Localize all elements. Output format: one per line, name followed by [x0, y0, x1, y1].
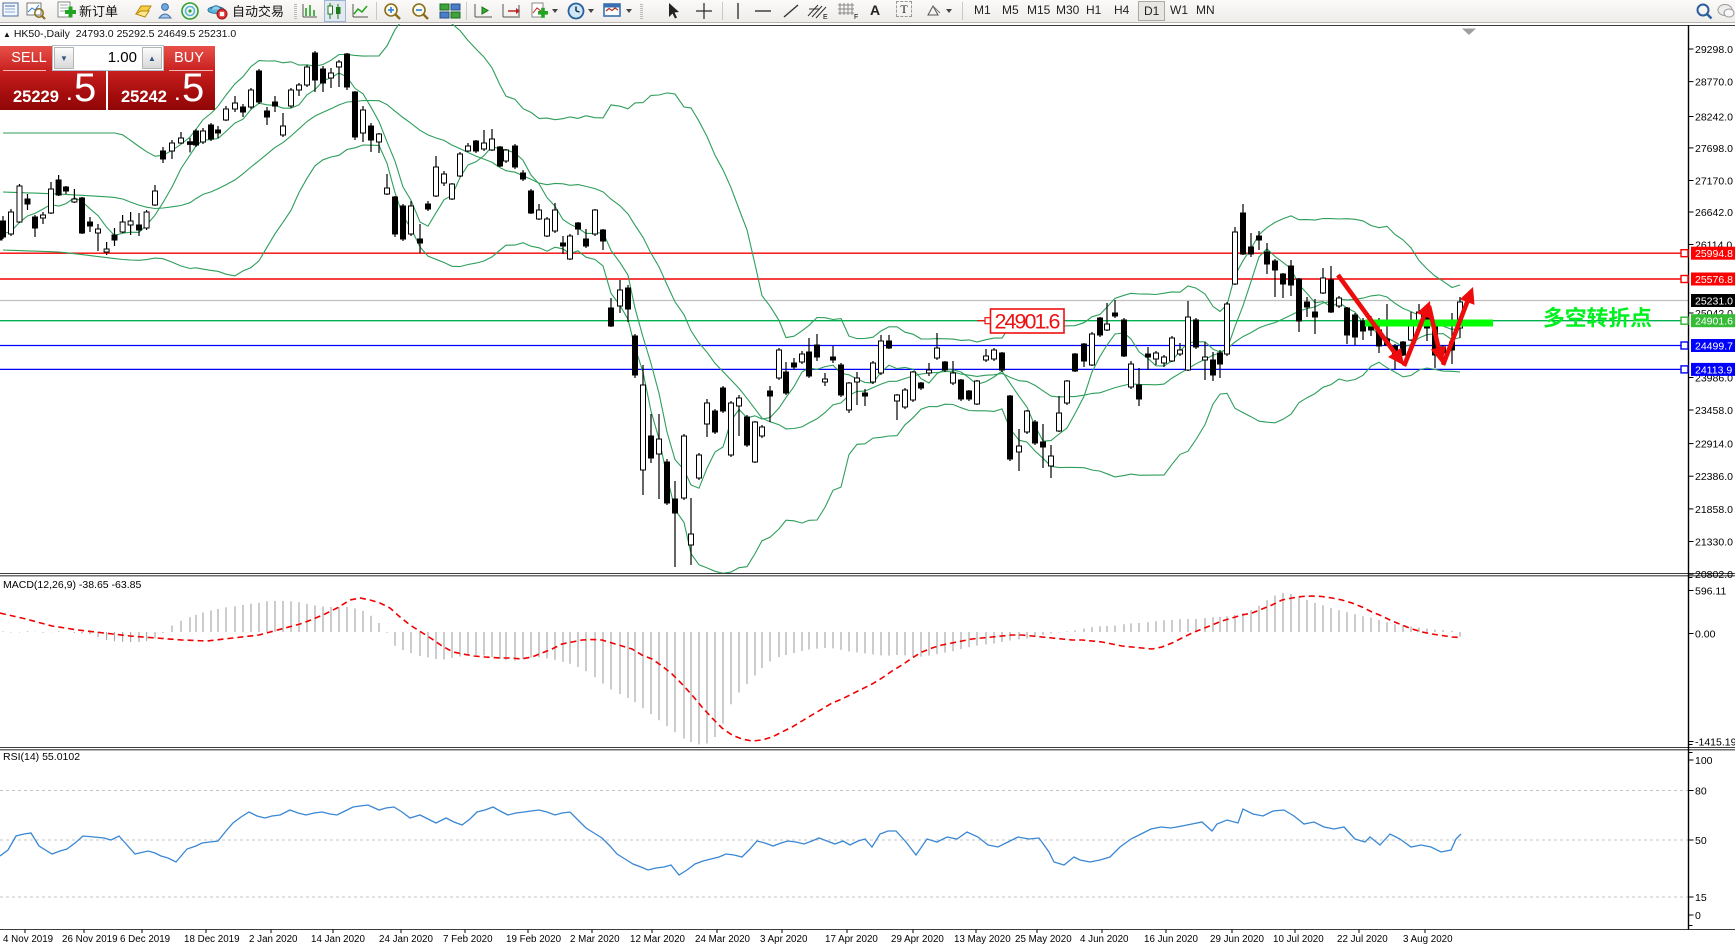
svg-text:4 Jun 2020: 4 Jun 2020	[1080, 934, 1129, 945]
svg-text:17 Apr 2020: 17 Apr 2020	[825, 934, 878, 945]
svg-text:E: E	[823, 14, 828, 21]
svg-text:21858.0: 21858.0	[1695, 504, 1733, 516]
svg-text:29 Jun 2020: 29 Jun 2020	[1210, 934, 1264, 945]
svg-text:24901.6: 24901.6	[1695, 316, 1733, 328]
svg-text:6 Dec 2019: 6 Dec 2019	[120, 934, 170, 945]
svg-text:0.00: 0.00	[1695, 629, 1716, 641]
svg-text:596.11: 596.11	[1695, 586, 1726, 598]
svg-text:29 Apr 2020: 29 Apr 2020	[891, 934, 944, 945]
svg-text:24901.6: 24901.6	[995, 310, 1061, 334]
svg-text:27698.0: 27698.0	[1695, 143, 1733, 155]
svg-text:14 Jan 2020: 14 Jan 2020	[311, 934, 365, 945]
svg-text:22914.0: 22914.0	[1695, 439, 1733, 451]
svg-text:22 Jul 2020: 22 Jul 2020	[1337, 934, 1388, 945]
svg-text:25 May 2020: 25 May 2020	[1015, 934, 1072, 945]
svg-text:25231.0: 25231.0	[1695, 296, 1733, 308]
svg-text:20802.0: 20802.0	[1695, 569, 1733, 581]
svg-text:2 Mar 2020: 2 Mar 2020	[570, 934, 620, 945]
svg-text:3 Aug 2020: 3 Aug 2020	[1403, 934, 1453, 945]
svg-text:23458.0: 23458.0	[1695, 405, 1733, 417]
svg-text:3 Apr 2020: 3 Apr 2020	[760, 934, 808, 945]
svg-text:21330.0: 21330.0	[1695, 537, 1733, 549]
svg-text:13 May 2020: 13 May 2020	[954, 934, 1011, 945]
svg-text:24 Mar 2020: 24 Mar 2020	[695, 934, 751, 945]
svg-text:22386.0: 22386.0	[1695, 471, 1733, 483]
svg-text:7 Feb 2020: 7 Feb 2020	[443, 934, 493, 945]
svg-text:16 Jun 2020: 16 Jun 2020	[1144, 934, 1198, 945]
svg-text:24113.9: 24113.9	[1695, 364, 1732, 376]
svg-text:19 Feb 2020: 19 Feb 2020	[506, 934, 562, 945]
svg-text:29298.0: 29298.0	[1695, 44, 1733, 56]
svg-text:28242.0: 28242.0	[1695, 112, 1733, 124]
svg-text:27170.0: 27170.0	[1695, 176, 1733, 188]
svg-text:25576.8: 25576.8	[1695, 274, 1733, 286]
svg-text:50: 50	[1695, 835, 1707, 847]
svg-text:F: F	[854, 14, 858, 21]
svg-text:25994.8: 25994.8	[1695, 248, 1733, 260]
svg-text:RSI(14) 55.0102: RSI(14) 55.0102	[3, 751, 80, 763]
svg-text:24499.7: 24499.7	[1695, 341, 1733, 353]
svg-text:18 Dec 2019: 18 Dec 2019	[184, 934, 240, 945]
svg-text:-1415.19: -1415.19	[1695, 737, 1735, 749]
svg-text:2 Jan 2020: 2 Jan 2020	[249, 934, 298, 945]
svg-text:15: 15	[1695, 892, 1707, 904]
svg-text:26 Nov 2019: 26 Nov 2019	[62, 934, 118, 945]
svg-text:10 Jul 2020: 10 Jul 2020	[1273, 934, 1324, 945]
svg-text:12 Mar 2020: 12 Mar 2020	[630, 934, 686, 945]
svg-text:28770.0: 28770.0	[1695, 77, 1733, 89]
svg-text:0: 0	[1695, 910, 1701, 922]
svg-text:80: 80	[1695, 786, 1707, 798]
svg-text:MACD(12,26,9) -38.65 -63.85: MACD(12,26,9) -38.65 -63.85	[3, 579, 141, 591]
svg-text:100: 100	[1695, 755, 1713, 767]
svg-text:4 Nov 2019: 4 Nov 2019	[3, 934, 53, 945]
svg-text:26642.0: 26642.0	[1695, 207, 1733, 219]
svg-text:24 Jan 2020: 24 Jan 2020	[379, 934, 433, 945]
